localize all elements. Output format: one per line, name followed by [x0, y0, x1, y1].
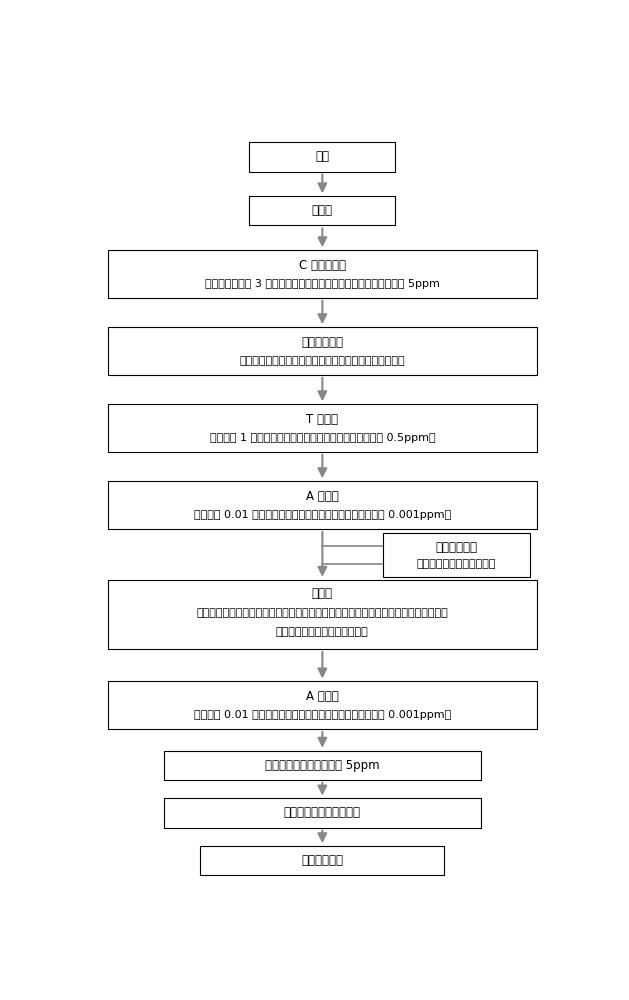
Text: A 级过滤: A 级过滤: [306, 690, 339, 703]
Text: 压缩机: 压缩机: [312, 204, 333, 217]
Bar: [249, 196, 396, 225]
Bar: [164, 751, 481, 780]
Text: 组合式干燥机: 组合式干燥机: [301, 336, 343, 349]
Text: T 级过滤: T 级过滤: [306, 413, 338, 426]
Text: 滤除小至 0.01 微米的液态及固体颗粒，达到最低残留油份仅 0.001ppm。: 滤除小至 0.01 微米的液态及固体颗粒，达到最低残留油份仅 0.001ppm。: [194, 510, 451, 520]
Bar: [164, 798, 481, 828]
Text: 直接排除空气: 直接排除空气: [301, 854, 343, 867]
Text: 降低进来的压缩空气温度，并在此温度下自动排除水份。: 降低进来的压缩空气温度，并在此温度下自动排除水份。: [240, 356, 405, 366]
Text: 空气: 空气: [315, 150, 330, 163]
Bar: [108, 327, 537, 375]
Bar: [108, 250, 537, 298]
Text: 滤除小至 0.01 微米的液态及固体颗粒，达到最低残留油份仅 0.001ppm。: 滤除小至 0.01 微米的液态及固体颗粒，达到最低残留油份仅 0.001ppm。: [194, 710, 451, 720]
Bar: [108, 681, 537, 729]
Text: 洁净气体，微水含量小于 5ppm: 洁净气体，微水含量小于 5ppm: [265, 759, 380, 772]
Text: 利用气体净化分子筛吸附压缩空气中的饱和水蒸气，再利用再生方法来还原分子筛，进: 利用气体净化分子筛吸附压缩空气中的饱和水蒸气，再利用再生方法来还原分子筛，进: [196, 608, 448, 618]
Text: 吸干机: 吸干机: [312, 587, 333, 600]
Text: 充入产品，机械特性调试: 充入产品，机械特性调试: [284, 806, 361, 820]
Bar: [108, 580, 537, 649]
Text: 过滤大量液体及 3 微米左右固态及液态颗粒，达到最低残留油份仅 5ppm: 过滤大量液体及 3 微米左右固态及液态颗粒，达到最低残留油份仅 5ppm: [205, 279, 440, 289]
Text: 一步的控制压缩空气的露点值。: 一步的控制压缩空气的露点值。: [276, 627, 369, 637]
Text: A 级过滤: A 级过滤: [306, 490, 339, 503]
Bar: [108, 481, 537, 529]
Text: C 级主管过滤: C 级主管过滤: [299, 259, 346, 272]
Text: 滤除小至 1 微米的液态及固体颗粒，达到最低残留油份仅 0.5ppm。: 滤除小至 1 微米的液态及固体颗粒，达到最低残留油份仅 0.5ppm。: [209, 433, 435, 443]
Bar: [383, 533, 530, 577]
Bar: [108, 404, 537, 452]
Bar: [249, 142, 396, 172]
Text: 切换双塔的吸附与再生功能: 切换双塔的吸附与再生功能: [416, 559, 496, 569]
Bar: [201, 846, 444, 875]
Text: 吸干机控制器: 吸干机控制器: [435, 541, 477, 554]
